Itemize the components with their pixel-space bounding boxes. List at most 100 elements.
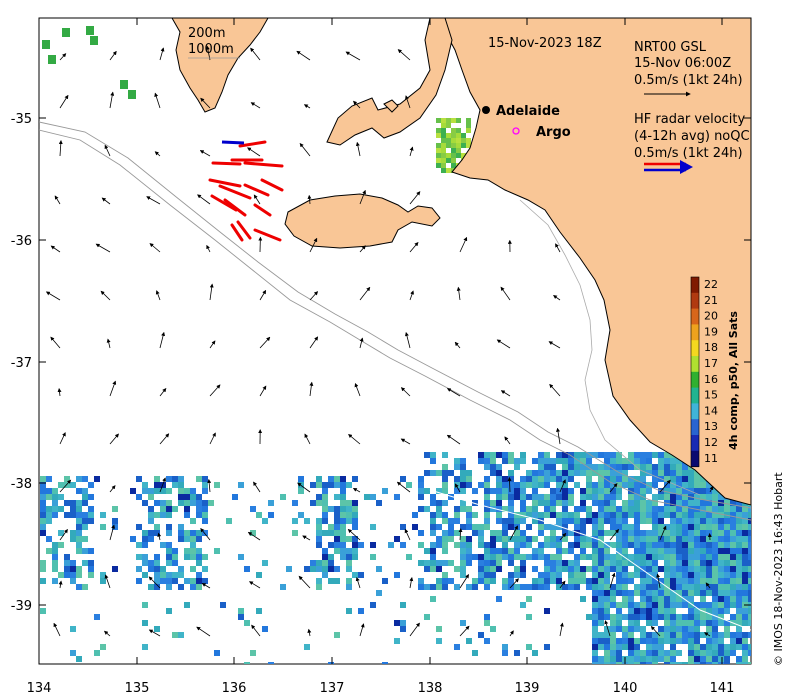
sst-pixel [346,512,352,518]
sst-pixel [598,620,604,626]
sst-pixel [676,602,682,608]
velocity-arrow [200,97,211,109]
sst-pixel [700,602,706,608]
sst-pixel [436,500,442,506]
sst-pixel [520,458,526,464]
sst-pixel [166,560,172,566]
sst-pixel [706,542,712,548]
sst-pixel [328,578,334,584]
sst-pixel [64,476,70,482]
sst-pixel [652,578,658,584]
sst-pixel [484,542,490,548]
sst-pixel [442,512,448,518]
velocity-arrow [559,532,567,541]
sst-pixel [664,656,670,662]
sst-pixel [424,584,430,590]
sst-pixel [70,482,76,488]
sst-pixel [556,572,562,578]
sst-pixel [460,554,466,560]
sst-pixel [490,554,496,560]
sst-pixel [64,500,70,506]
sst-pixel [322,560,328,566]
sst-pixel [346,578,352,584]
sst-pixel [424,452,430,458]
sst-pixel [316,578,322,584]
sst-pixel [730,512,736,518]
sst-pixel [346,608,352,614]
sst-pixel [646,662,652,664]
sst-pixel [520,452,526,458]
sst-pixel [652,506,658,512]
sst-pixel [526,584,532,590]
sst-pixel-warm [451,163,456,168]
sst-pixel [190,530,196,536]
sst-pixel [400,602,406,608]
sst-pixel [466,584,472,590]
sst-pixel-warm [90,36,98,45]
sst-pixel [724,620,730,626]
sst-pixel [574,554,580,560]
sst-pixel [544,644,550,650]
sst-pixel [322,554,328,560]
sst-pixel [52,500,58,506]
sst-pixel [202,512,208,518]
sst-pixel [604,494,610,500]
colorbar-tick-label: 12 [704,436,718,449]
sst-pixel [484,638,490,644]
sst-pixel [574,518,580,524]
sst-pixel [724,542,730,548]
sst-pixel-warm [441,123,446,128]
sst-pixel [424,548,430,554]
sst-pixel [736,542,742,548]
sst-pixel [496,470,502,476]
sst-pixel [322,548,328,554]
y-tick-label: -35 [11,112,32,127]
sst-pixel [640,578,646,584]
sst-pixel [58,506,64,512]
velocity-arrow [458,528,463,541]
sst-pixel [580,524,586,530]
sst-pixel [610,482,616,488]
sst-pixel [112,506,118,512]
sst-pixel [742,644,748,650]
sst-pixel [40,476,46,482]
sst-pixel [670,614,676,620]
sst-pixel [736,584,742,590]
sst-pixel [700,650,706,656]
sst-pixel [310,560,316,566]
sst-pixel [724,566,730,572]
sst-pixel [724,644,730,650]
sst-pixel [598,470,604,476]
sst-pixel [346,554,352,560]
sst-pixel [736,518,742,524]
sst-pixel [652,632,658,638]
sst-pixel [172,578,178,584]
velocity-arrow [58,580,63,589]
sst-pixel [154,488,160,494]
sst-pixel [76,536,82,542]
radar-vector-blue [221,140,245,145]
radar-legend-line-3: 0.5m/s (1kt 24h) [634,146,743,161]
sst-pixel [658,614,664,620]
argo-label: Argo [536,125,571,140]
sst-pixel [682,578,688,584]
velocity-arrow [309,381,314,397]
sst-pixel [562,524,568,530]
sst-pixel [202,506,208,512]
sst-pixel [598,464,604,470]
sst-pixel [202,518,208,524]
sst-pixel [436,524,442,530]
sst-pixel [478,560,484,566]
sst-pixel [460,548,466,554]
sst-pixel [430,560,436,566]
velocity-arrow [157,532,162,541]
sst-pixel [100,524,106,530]
sst-pixel [538,494,544,500]
sst-pixel [748,650,751,656]
sst-pixel [148,488,154,494]
sst-pixel [592,488,598,494]
sst-pixel-warm [456,128,461,133]
sst-pixel [652,476,658,482]
sst-pixel [424,506,430,512]
sst-pixel [262,518,268,524]
